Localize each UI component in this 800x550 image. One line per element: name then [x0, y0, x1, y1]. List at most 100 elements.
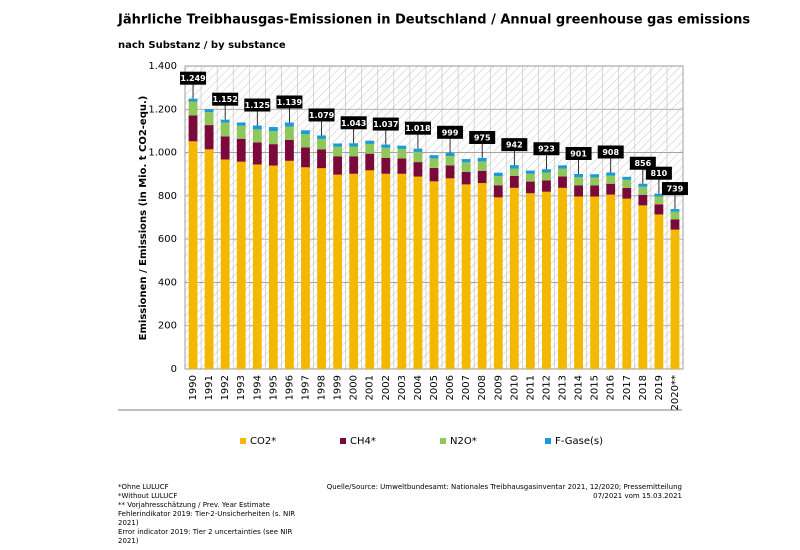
footnote: Fehlerindikator 2019: Tier-2-Unsicherhei…: [118, 510, 295, 518]
total-label-box: [244, 98, 271, 112]
x-tick-label: 2012: [541, 375, 552, 400]
legend-label: CO2*: [250, 436, 276, 447]
bar-segment: [558, 176, 567, 188]
bar-segment: [317, 149, 326, 169]
x-tick-label: 1993: [236, 375, 247, 400]
total-label: 942: [506, 141, 523, 150]
legend-swatch: [545, 438, 551, 444]
bar-segment: [413, 162, 423, 177]
source: 07/2021 vom 15.03.2021: [593, 492, 682, 500]
bar-segment: [381, 144, 391, 148]
bar-segment: [542, 180, 551, 192]
bar-segment: [461, 162, 471, 172]
legend-label: F-Gase(s): [555, 436, 603, 447]
bar-segment: [509, 187, 519, 369]
bar-segment: [397, 158, 407, 174]
x-tick-label: 2010: [509, 375, 520, 400]
bar-segment: [429, 167, 439, 182]
bar-segment: [558, 165, 567, 169]
y-axis-label: Emissionen / Emissions (in Mio. t CO2-eq…: [138, 96, 149, 341]
bar-segment: [285, 126, 294, 140]
x-tick-label: 2016: [606, 375, 617, 400]
bar-segment: [574, 177, 583, 186]
x-tick-label: 1997: [300, 375, 311, 400]
bar-segment: [493, 172, 503, 177]
bar-segment: [268, 131, 278, 145]
total-label-box: [533, 142, 560, 156]
bar-segment: [606, 194, 616, 369]
bar-segment: [525, 193, 535, 369]
bar-segment: [638, 194, 648, 206]
footnote: Error indicator 2019: Tier 2 uncertainti…: [118, 528, 293, 536]
total-label-box: [565, 146, 592, 160]
x-tick-label: 2014: [574, 375, 585, 400]
bar-segment: [461, 184, 471, 369]
bar-segment: [381, 173, 391, 369]
total-label-box: [597, 145, 624, 159]
x-tick-label: 2013: [558, 375, 569, 400]
y-tick-label: 800: [158, 191, 177, 202]
bar-segment: [445, 178, 455, 369]
total-label: 1.125: [245, 101, 271, 110]
y-tick-label: 1.400: [148, 61, 177, 72]
bar-segment: [638, 186, 648, 195]
bar-segment: [301, 167, 310, 369]
bar-segment: [333, 156, 343, 175]
x-tick-label: 2007: [461, 375, 472, 400]
bar-segment: [301, 134, 310, 148]
bar-segment: [493, 197, 503, 369]
bar-segment: [220, 122, 230, 137]
bar-segment: [236, 138, 246, 162]
total-label-box: [340, 116, 367, 130]
bar-segment: [590, 185, 600, 197]
bar-segment: [252, 142, 262, 165]
total-label-box: [661, 182, 688, 196]
bar-segment: [477, 157, 487, 162]
x-tick-label: 1995: [268, 375, 279, 400]
bar-segment: [365, 153, 375, 171]
chart-subtitle: nach Substanz / by substance: [118, 40, 286, 51]
total-label: 908: [602, 148, 619, 157]
bar-segment: [333, 143, 343, 147]
x-tick-label: 2005: [429, 375, 440, 400]
bar-segment: [268, 127, 278, 132]
bar-segment: [349, 146, 359, 157]
footnote: *Ohne LULUCF: [118, 483, 169, 491]
bar-segment: [461, 171, 471, 185]
bar-segment: [606, 175, 616, 184]
bar-segment: [509, 165, 519, 169]
bar-segment: [204, 112, 214, 126]
bar-segment: [301, 147, 310, 168]
bar-segment: [542, 191, 551, 369]
total-label-box: [645, 166, 672, 180]
bar-segment: [252, 164, 262, 369]
bar-segment: [477, 183, 487, 369]
x-tick-label: 2002: [381, 375, 392, 400]
bar-segment: [509, 175, 519, 188]
bar-segment: [590, 174, 600, 178]
bar-segment: [558, 187, 567, 369]
x-tick-label: 2018: [638, 375, 649, 400]
bar-segment: [606, 183, 616, 195]
x-tick-label: 1992: [220, 375, 231, 400]
bar-segment: [493, 176, 503, 186]
bar-segment: [445, 156, 455, 166]
bar-segment: [397, 148, 407, 159]
total-label: 1.079: [309, 111, 335, 120]
total-label-box: [469, 130, 496, 144]
bar-segment: [381, 157, 391, 174]
total-label: 975: [474, 133, 491, 142]
bar-segment: [461, 159, 471, 163]
x-tick-label: 2003: [397, 375, 408, 400]
bar-segment: [349, 143, 359, 147]
bar-segment: [317, 138, 326, 150]
bar-segment: [493, 185, 503, 198]
x-tick-label: 1996: [284, 375, 295, 400]
bar-segment: [220, 119, 230, 123]
bar-segment: [622, 187, 632, 199]
bar-segment: [590, 177, 600, 186]
bar-segment: [188, 115, 198, 142]
bar-segment: [268, 144, 278, 166]
bar-segment: [381, 147, 391, 158]
